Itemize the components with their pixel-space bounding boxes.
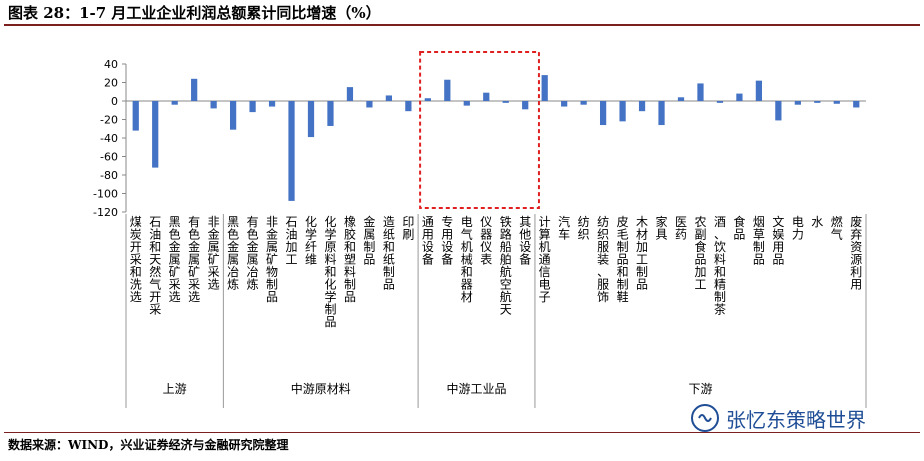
bar xyxy=(268,101,276,107)
bar xyxy=(210,101,217,109)
bar xyxy=(405,101,412,112)
bar xyxy=(697,83,704,101)
bar xyxy=(716,101,724,103)
bar xyxy=(191,78,198,101)
bar xyxy=(132,101,139,131)
watermark-text: 张忆东策略世界 xyxy=(726,407,866,432)
y-tick-label: -20 xyxy=(100,114,118,127)
y-tick-label: 40 xyxy=(104,58,118,71)
bar xyxy=(307,101,315,138)
bar xyxy=(736,93,743,101)
category-label: 橡胶和塑料制品 xyxy=(344,215,356,304)
bar xyxy=(502,101,509,103)
bar xyxy=(444,79,451,101)
bar xyxy=(541,75,548,101)
category-label: 家具 xyxy=(656,214,668,242)
category-label: 仪器仪表 xyxy=(480,215,492,267)
category-label: 医药 xyxy=(675,215,687,242)
category-label: 木材加工制品 xyxy=(636,215,648,292)
bar xyxy=(580,101,587,105)
bar-chart: -120 -100 -80 -60 -40 -20 0 20 40 煤炭开采和洗选石油和天然气开采… xyxy=(93,51,867,408)
category-label: 非金属矿采选 xyxy=(208,215,220,292)
category-label: 烟草制品 xyxy=(753,215,765,267)
data-source: 数据来源：WIND，兴业证券经济与金融研究院整理 xyxy=(8,438,289,452)
bar xyxy=(833,101,840,104)
category-label: 化学纤维 xyxy=(305,215,317,267)
y-tick-label: 0 xyxy=(111,95,118,108)
category-label: 有色金属冶炼 xyxy=(247,215,259,292)
category-label: 酒、饮料和精制茶 xyxy=(714,215,726,317)
y-tick-label: -100 xyxy=(93,188,118,201)
category-label: 水 xyxy=(811,215,823,229)
bar xyxy=(794,101,801,105)
y-tick-label: -120 xyxy=(93,206,118,219)
category-label: 纺织服装、服饰 xyxy=(597,215,609,304)
category-label: 化学原料和化学制品 xyxy=(324,215,336,329)
category-label: 石油加工 xyxy=(286,215,298,267)
bar xyxy=(755,80,763,101)
category-label: 非金属矿物制品 xyxy=(266,215,278,304)
bar xyxy=(424,98,431,101)
category-label: 金属制品 xyxy=(363,214,375,267)
category-label: 煤炭开采和洗选 xyxy=(130,215,142,304)
bar xyxy=(483,92,490,101)
category-label: 黑色金属矿采选 xyxy=(169,215,181,304)
bar xyxy=(288,101,295,201)
source-rule xyxy=(4,432,920,433)
y-tick-label: -80 xyxy=(100,169,118,182)
bar xyxy=(385,95,393,101)
bar xyxy=(658,101,665,126)
group-label: 中游原材料 xyxy=(291,381,351,396)
category-label: 石油和天然气开采 xyxy=(149,215,161,317)
category-label: 黑色金属冶炼 xyxy=(227,215,239,292)
bar xyxy=(677,97,685,101)
highlight-box xyxy=(419,51,540,209)
category-label: 铁路船舶航空航天 xyxy=(500,215,512,317)
category-label: 其他设备 xyxy=(519,215,531,267)
y-tick-label: 20 xyxy=(104,77,118,90)
category-label: 文娱用品 xyxy=(772,214,784,267)
y-tick-label: -40 xyxy=(100,132,118,145)
bar xyxy=(619,101,626,122)
title-rule xyxy=(4,24,920,26)
bar xyxy=(249,101,256,113)
bar xyxy=(638,101,646,112)
category-label: 有色金属矿采选 xyxy=(188,215,200,304)
bar xyxy=(561,101,568,107)
category-label: 纺织 xyxy=(578,215,590,242)
group-label: 上游 xyxy=(163,382,187,396)
category-label: 通用设备 xyxy=(422,215,434,267)
watermark: 张忆东策略世界 xyxy=(690,403,866,433)
group-label: 下游 xyxy=(688,382,712,396)
bar xyxy=(229,101,237,130)
category-label: 电力 xyxy=(792,215,804,242)
y-tick-label: -60 xyxy=(100,151,118,164)
wechat-logo-icon xyxy=(691,404,719,432)
category-label: 农副食品加工 xyxy=(694,215,706,292)
bar xyxy=(599,101,607,126)
category-label: 造纸和纸制品 xyxy=(383,215,395,292)
bar xyxy=(522,101,529,110)
bar xyxy=(346,87,354,101)
category-label: 食品 xyxy=(733,214,745,242)
category-label: 专用设备 xyxy=(441,214,453,267)
category-label: 计算机通信电子 xyxy=(539,215,551,304)
bar xyxy=(171,101,178,105)
group-label: 中游工业品 xyxy=(447,381,507,396)
bar xyxy=(327,101,334,126)
category-label: 汽车 xyxy=(558,214,570,242)
category-label: 印刷 xyxy=(402,215,414,242)
bar xyxy=(463,101,470,106)
bar xyxy=(775,101,782,121)
chart-title: 图表 28：1-7 月工业企业利润总额累计同比增速（%） xyxy=(8,4,381,22)
category-label: 电气机械和器材 xyxy=(461,215,473,304)
bar xyxy=(814,101,821,103)
bar xyxy=(366,101,373,108)
category-label: 燃气 xyxy=(831,214,843,242)
bar xyxy=(152,101,159,168)
category-label: 皮毛制品和制鞋 xyxy=(617,215,629,304)
category-label: 废弃资源利用 xyxy=(850,214,862,292)
bar xyxy=(853,101,860,108)
